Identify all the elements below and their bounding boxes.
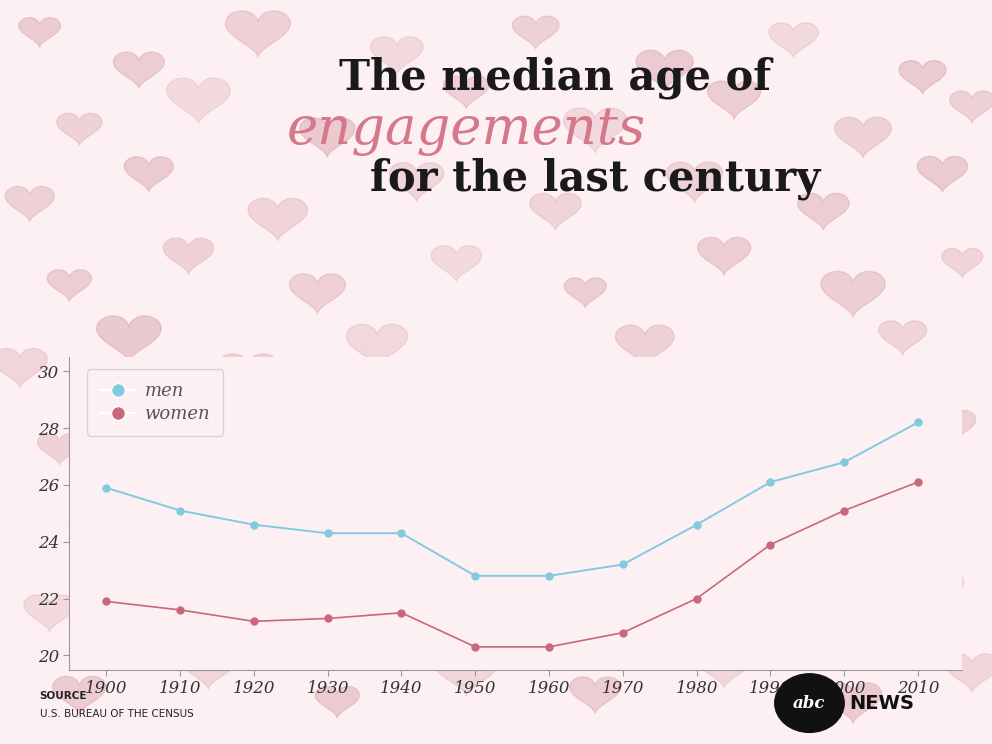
Text: abc: abc [794, 695, 825, 711]
Circle shape [775, 674, 844, 732]
Legend: men, women: men, women [87, 369, 223, 436]
Text: NEWS: NEWS [849, 693, 915, 713]
Text: engagements: engagements [287, 105, 646, 155]
Text: SOURCE: SOURCE [40, 690, 87, 701]
Text: for the last century: for the last century [370, 157, 820, 200]
Text: The median age of: The median age of [339, 57, 772, 100]
Text: U.S. BUREAU OF THE CENSUS: U.S. BUREAU OF THE CENSUS [40, 709, 193, 719]
